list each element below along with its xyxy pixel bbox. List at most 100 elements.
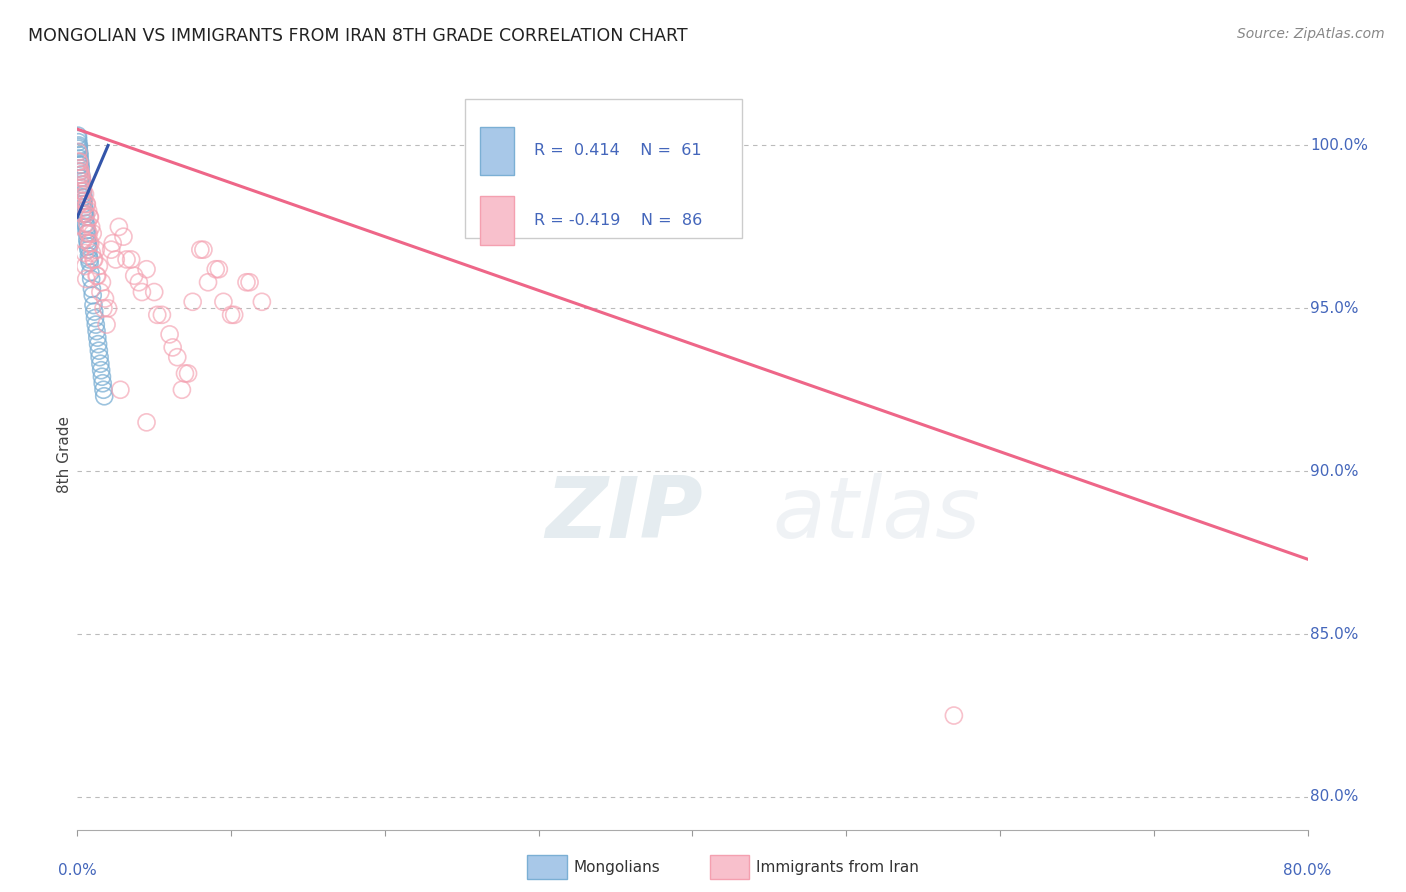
Text: Mongolians: Mongolians: [574, 860, 661, 874]
Point: [69, 158, 91, 172]
Text: Immigrants from Iran: Immigrants from Iran: [756, 860, 920, 874]
Point: [110, 383, 132, 397]
Point: [82, 298, 104, 312]
Point: [76, 233, 98, 247]
Point: [69, 148, 91, 162]
Point: [84, 318, 107, 332]
Point: [80, 246, 103, 260]
Point: [70, 171, 93, 186]
Point: [131, 285, 153, 299]
Point: [77, 227, 100, 241]
Point: [69, 164, 91, 178]
Point: [82, 288, 104, 302]
Point: [86, 268, 108, 283]
Text: 80.0%: 80.0%: [1284, 863, 1331, 879]
Point: [128, 275, 150, 289]
Point: [204, 262, 226, 277]
Point: [77, 203, 100, 218]
Point: [79, 236, 101, 251]
Point: [72, 190, 94, 204]
Text: MONGOLIAN VS IMMIGRANTS FROM IRAN 8TH GRADE CORRELATION CHART: MONGOLIAN VS IMMIGRANTS FROM IRAN 8TH GR…: [28, 27, 688, 45]
Point: [67, 152, 90, 166]
Point: [91, 376, 114, 391]
Point: [80, 282, 103, 296]
FancyBboxPatch shape: [479, 196, 515, 244]
Point: [89, 357, 111, 371]
Point: [143, 285, 166, 299]
Point: [97, 301, 120, 316]
Point: [70, 174, 93, 188]
Point: [90, 369, 114, 384]
Point: [89, 285, 111, 299]
Point: [89, 350, 111, 364]
Point: [69, 181, 91, 195]
Point: [86, 331, 108, 345]
Point: [82, 252, 104, 267]
Point: [76, 197, 98, 211]
Text: 85.0%: 85.0%: [1310, 626, 1358, 641]
Point: [212, 294, 235, 309]
Point: [76, 197, 98, 211]
Point: [83, 252, 105, 267]
Point: [87, 337, 110, 351]
Point: [70, 171, 93, 186]
Point: [72, 190, 94, 204]
Point: [84, 311, 107, 326]
Point: [67, 145, 90, 159]
Point: [93, 301, 115, 316]
Point: [135, 415, 157, 429]
FancyBboxPatch shape: [465, 99, 742, 237]
Point: [101, 236, 124, 251]
Point: [72, 197, 94, 211]
Point: [72, 184, 94, 198]
Point: [90, 275, 114, 289]
Point: [73, 207, 96, 221]
Point: [73, 194, 96, 208]
Point: [69, 164, 91, 178]
Point: [174, 367, 197, 381]
Point: [193, 243, 215, 257]
Point: [75, 207, 97, 221]
Point: [75, 219, 97, 234]
Point: [70, 168, 93, 182]
Point: [77, 239, 100, 253]
Point: [70, 178, 93, 192]
Point: [77, 243, 100, 257]
Point: [69, 158, 91, 172]
Point: [108, 219, 131, 234]
Point: [79, 236, 101, 251]
Text: ZIP: ZIP: [546, 474, 703, 557]
Point: [94, 292, 117, 306]
Text: 100.0%: 100.0%: [1310, 138, 1368, 153]
Point: [181, 294, 204, 309]
Point: [73, 194, 96, 208]
Point: [69, 161, 91, 176]
Point: [87, 259, 110, 273]
Text: 80.0%: 80.0%: [1310, 789, 1358, 805]
Point: [73, 233, 96, 247]
Point: [67, 154, 90, 169]
Point: [219, 308, 242, 322]
Point: [73, 187, 96, 202]
Point: [73, 207, 96, 221]
Point: [208, 262, 231, 277]
Point: [79, 265, 101, 279]
Point: [70, 194, 93, 208]
Point: [239, 275, 262, 289]
Point: [70, 171, 93, 186]
Text: 90.0%: 90.0%: [1310, 464, 1358, 479]
Point: [69, 187, 91, 202]
Point: [100, 243, 122, 257]
Point: [69, 154, 91, 169]
Point: [104, 252, 127, 267]
Point: [67, 132, 90, 146]
Point: [120, 252, 142, 267]
Point: [159, 327, 181, 342]
Point: [224, 308, 246, 322]
Text: atlas: atlas: [772, 474, 980, 557]
Point: [146, 308, 169, 322]
Point: [70, 207, 93, 221]
Point: [72, 178, 94, 192]
Text: 0.0%: 0.0%: [58, 863, 97, 879]
Point: [67, 145, 90, 159]
